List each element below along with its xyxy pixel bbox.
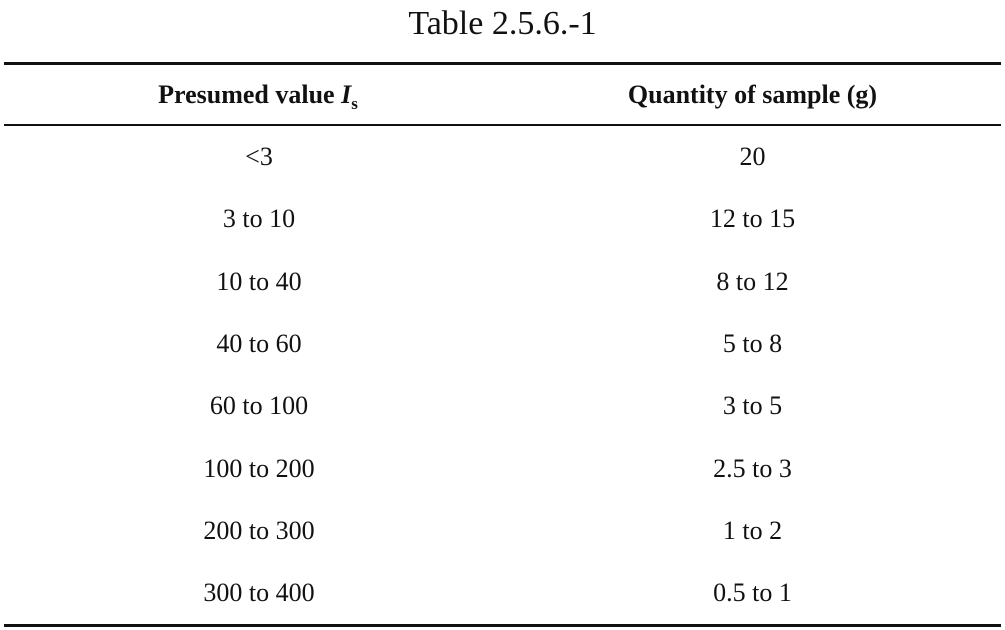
cell-presumed-value: 200 to 300 xyxy=(203,515,315,545)
table-row: 100 to 200 2.5 to 3 xyxy=(4,437,1001,499)
header-quantity: Quantity of sample (g) xyxy=(627,80,878,109)
cell-presumed-value: 60 to 100 xyxy=(209,391,309,421)
table-header-rule xyxy=(4,124,1001,126)
table-bottom-rule xyxy=(4,624,1001,627)
table-row: <3 20 xyxy=(4,126,1001,188)
cell-quantity: 2.5 to 3 xyxy=(713,453,792,483)
table-row: 200 to 300 1 to 2 xyxy=(4,500,1001,562)
table-body: <3 20 3 to 10 12 to 15 10 to 40 8 to 12 … xyxy=(4,126,1001,624)
table-row: 40 to 60 5 to 8 xyxy=(4,313,1001,375)
cell-presumed-value: 100 to 200 xyxy=(203,453,315,483)
header-symbol: I xyxy=(341,80,352,109)
table-caption: Table 2.5.6.-1 xyxy=(408,5,597,42)
table-row: 10 to 40 8 to 12 xyxy=(4,251,1001,313)
table-header-row: Presumed value Is Quantity of sample (g) xyxy=(4,66,1001,124)
cell-quantity: 0.5 to 1 xyxy=(713,578,792,608)
cell-presumed-value: 10 to 40 xyxy=(216,266,302,296)
cell-presumed-value: 40 to 60 xyxy=(216,329,302,359)
table-top-rule xyxy=(4,62,1001,65)
cell-presumed-value: <3 xyxy=(245,142,273,172)
header-presumed-value-text: Presumed value xyxy=(158,80,342,109)
header-subscript: s xyxy=(351,94,358,113)
cell-quantity: 5 to 8 xyxy=(722,329,783,359)
table-row: 300 to 400 0.5 to 1 xyxy=(4,562,1001,624)
cell-quantity: 1 to 2 xyxy=(722,515,783,545)
cell-quantity: 12 to 15 xyxy=(709,204,796,234)
cell-quantity: 20 xyxy=(739,142,766,172)
table-row: 60 to 100 3 to 5 xyxy=(4,375,1001,437)
table-row: 3 to 10 12 to 15 xyxy=(4,188,1001,250)
cell-quantity: 3 to 5 xyxy=(722,391,783,421)
cell-presumed-value: 300 to 400 xyxy=(203,578,315,608)
header-presumed-value: Presumed value Is xyxy=(4,80,504,113)
cell-quantity: 8 to 12 xyxy=(716,266,789,296)
cell-presumed-value: 3 to 10 xyxy=(222,204,296,234)
